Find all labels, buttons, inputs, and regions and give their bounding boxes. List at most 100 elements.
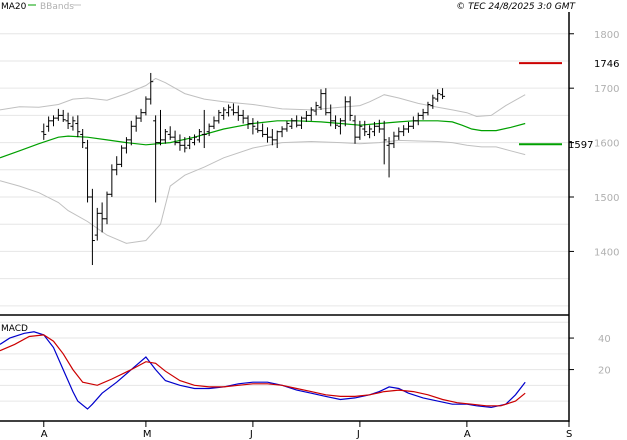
ohlc-bar	[362, 120, 368, 137]
ohlc-bar	[425, 101, 431, 116]
macd-panel-label: MACD	[1, 324, 28, 334]
x-tick-label: J	[249, 429, 253, 440]
ohlc-bar	[99, 202, 105, 233]
ohlc-bar	[245, 115, 251, 129]
ohlc-bar	[342, 96, 348, 127]
macd-y-tick-label: 40	[598, 334, 611, 345]
ohlc-bar	[299, 116, 305, 129]
ohlc-bar	[430, 94, 436, 109]
ohlc-bar	[367, 125, 373, 139]
price-y-tick-label: 1500	[594, 193, 619, 204]
x-tick-label: M	[143, 429, 152, 440]
ohlc-bar	[109, 164, 115, 198]
price-y-tick-label: 1700	[594, 84, 619, 95]
ohlc-bar	[264, 127, 270, 143]
source-timestamp: © TEC 24/8/2025 3:0 GMT	[456, 2, 576, 12]
ohlc-bar	[230, 103, 236, 116]
ohlc-bar	[357, 120, 363, 140]
ohlc-bar	[119, 145, 125, 168]
ohlc-bar	[386, 137, 392, 178]
ohlc-bar	[196, 128, 202, 143]
ohlc-bar	[435, 89, 441, 102]
macd-lines	[0, 331, 526, 410]
ohlc-bar	[172, 130, 178, 146]
ohlc-bar	[123, 137, 129, 154]
price-y-tick-label: 1800	[594, 30, 619, 41]
ohlc-bar	[347, 96, 353, 121]
ohlc-bar	[153, 115, 159, 203]
ohlc-bar	[294, 115, 300, 128]
ohlc-bar	[148, 72, 154, 105]
ohlc-bar	[260, 123, 266, 138]
ohlc-bar	[216, 109, 222, 124]
ohlc-bar	[303, 111, 309, 122]
ohlc-bar	[337, 118, 343, 135]
x-tick-label: A	[464, 429, 471, 440]
ohlc-bar	[308, 107, 314, 121]
ohlc-bar	[201, 109, 207, 149]
ohlc-bar	[89, 188, 95, 266]
ohlc-bar	[182, 137, 188, 153]
ohlc-bar	[235, 105, 241, 121]
macd-gridlines	[0, 321, 569, 402]
ohlc-bar	[381, 120, 387, 165]
ohlc-bar	[376, 119, 382, 133]
price-y-tick-label: 1600	[594, 139, 619, 150]
ohlc-bar	[318, 89, 324, 110]
ohlc-bar	[65, 112, 71, 129]
ohlc-bar	[41, 123, 47, 140]
ohlc-bar	[143, 96, 149, 116]
ohlc-bar	[284, 120, 290, 132]
ohlc-bar	[440, 88, 446, 100]
bbands-upper-line	[0, 77, 526, 118]
level-label: 1597	[568, 140, 593, 151]
ohlc-bar	[94, 207, 100, 241]
ohlc-bar	[279, 126, 285, 138]
ohlc-bar	[410, 116, 416, 129]
ohlc-bar	[391, 131, 397, 149]
ohlc-bar	[70, 116, 76, 131]
ohlc-bar	[406, 121, 412, 133]
price-levels: 1746 1597	[519, 59, 619, 151]
macd-y-tick-label: 20	[598, 366, 611, 377]
price-y-tick-label: 1400	[594, 247, 619, 258]
ohlc-bar	[328, 104, 334, 127]
ohlc-bar	[80, 128, 86, 149]
price-panel: 1400 1500 1600 1700 1800 1746 1597	[0, 30, 619, 307]
ohlc-bar	[46, 116, 52, 132]
ohlc-bar	[206, 123, 212, 137]
ohlc-bar	[75, 115, 81, 138]
ohlc-bar	[167, 126, 173, 140]
ohlc-bar	[221, 107, 227, 120]
ohlc-bar	[114, 156, 120, 176]
ohlc-bar	[157, 109, 163, 146]
ohlc-bar	[85, 139, 91, 203]
macd-signal-line	[0, 334, 526, 407]
ohlc-bar	[211, 116, 217, 129]
x-tick-label: J	[356, 429, 360, 440]
ohlc-bar	[352, 115, 358, 144]
ohlc-bar	[177, 134, 183, 151]
bbands-legend-label: BBands	[40, 2, 74, 12]
price-gridlines	[0, 33, 569, 307]
ohlc-bar	[226, 104, 232, 117]
ohlc-bar	[192, 134, 198, 146]
ohlc-bar	[289, 118, 295, 129]
x-tick-label: S	[566, 429, 572, 440]
ohlc-bar	[333, 115, 339, 129]
bollinger-bands	[0, 77, 526, 244]
ohlc-bar	[55, 108, 61, 121]
price-y-axis: 1400 1500 1600 1700 1800	[569, 30, 619, 258]
ohlc-bar	[274, 130, 280, 149]
ohlc-bar	[240, 109, 246, 124]
ohlc-bar	[133, 115, 139, 132]
ohlc-bar	[401, 125, 407, 137]
ohlc-bar	[50, 115, 56, 127]
level-label: 1746	[594, 59, 619, 70]
ohlc-bar	[60, 109, 66, 122]
ohlc-bar	[415, 112, 421, 126]
